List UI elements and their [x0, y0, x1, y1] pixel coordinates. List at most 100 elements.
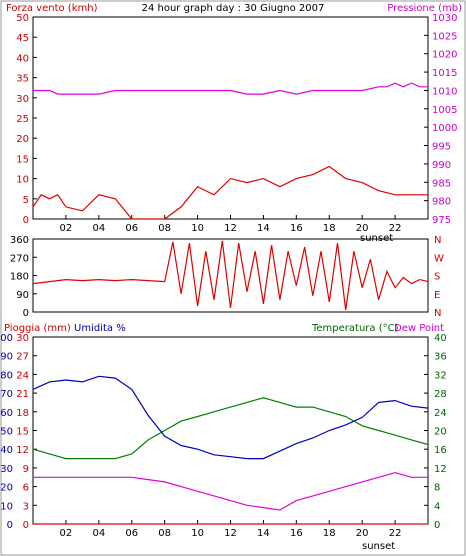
- humidity-y-tick-label: 20: [0, 483, 13, 494]
- pressure-axis-title: Pressione (mb): [387, 3, 462, 14]
- rain-y-tick-label: 21: [16, 389, 29, 400]
- temperature-y-tick-label: 4: [434, 501, 440, 512]
- temperature-y-tick-label: 32: [434, 370, 447, 381]
- wind-axis-title: Forza vento (kmh): [6, 3, 98, 14]
- bottom-x-tick-label: 12: [224, 528, 237, 539]
- humidity-y-tick-label: 50: [0, 427, 13, 438]
- top-x-tick-label: 06: [125, 223, 138, 234]
- wind-y-tick-label: 50: [16, 13, 29, 24]
- wind-y-tick-label: 40: [16, 53, 29, 64]
- humidity-y-tick-label: 80: [0, 370, 13, 381]
- temperature-y-tick-label: 0: [434, 520, 440, 531]
- temperature-axis-title: Temperatura (°C): [311, 323, 399, 334]
- temperature-y-tick-label: 28: [434, 389, 447, 400]
- humidity-y-tick-label: 0: [7, 520, 13, 531]
- rain-y-tick-label: 6: [23, 483, 29, 494]
- rain-axis-title: Pioggia (mm): [4, 323, 71, 334]
- top-x-tick-label: 04: [92, 223, 105, 234]
- rain-y-tick-label: 24: [16, 370, 29, 381]
- humidity-line: [32, 375, 429, 460]
- rain-y-tick-label: 12: [16, 445, 29, 456]
- direction-line: [32, 240, 429, 311]
- humidity-y-tick-label: 70: [0, 389, 13, 400]
- direction-y-tick-label: 90: [16, 290, 29, 301]
- rain-y-tick-label: 27: [16, 352, 29, 363]
- compass-label: N: [434, 308, 441, 319]
- direction-y-tick-label: 180: [10, 272, 29, 283]
- top-x-tick-label: 18: [323, 223, 336, 234]
- graph-title: 24 hour graph day : 30 Giugno 2007: [142, 3, 325, 14]
- bottom-x-tick-label: 10: [191, 528, 204, 539]
- wind-y-tick-label: 30: [16, 94, 29, 105]
- wind-line: [32, 165, 428, 220]
- wind-y-tick-label: 0: [23, 215, 29, 226]
- direction-y-tick-label: 360: [10, 235, 29, 246]
- pressure-y-tick-label: 990: [432, 160, 451, 171]
- direction-y-tick-label: 270: [10, 253, 29, 264]
- humidity-y-tick-label: 40: [0, 445, 13, 456]
- top-x-tick-label: 22: [389, 223, 402, 234]
- wind-y-tick-label: 5: [23, 195, 29, 206]
- humidity-y-tick-label: 10: [0, 501, 13, 512]
- temperature-line: [32, 397, 429, 460]
- wind-y-tick-label: 10: [16, 175, 29, 186]
- temperature-y-tick-label: 36: [434, 352, 447, 363]
- rain-y-tick-label: 0: [23, 520, 29, 531]
- bottom-x-tick-label: 04: [92, 528, 105, 539]
- bottom-x-tick-label: 22: [389, 528, 402, 539]
- temperature-y-tick-label: 16: [434, 445, 447, 456]
- top-x-tick-label: 14: [257, 223, 270, 234]
- rain-y-tick-label: 15: [16, 427, 29, 438]
- top-x-tick-label: 08: [158, 223, 171, 234]
- compass-label: E: [434, 290, 440, 301]
- pressure-y-tick-label: 995: [432, 142, 451, 153]
- bottom-x-tick-label: 20: [356, 528, 369, 539]
- pressure-y-tick-label: 1015: [432, 68, 457, 79]
- compass-label: N: [434, 235, 441, 246]
- temperature-y-tick-label: 40: [434, 333, 447, 344]
- dewpoint-axis-title: Dew Point: [394, 323, 444, 334]
- wind-y-tick-label: 25: [16, 114, 29, 125]
- compass-label: S: [434, 272, 440, 283]
- temperature-y-tick-label: 12: [434, 464, 447, 475]
- bottom-x-tick-label: 14: [257, 528, 270, 539]
- top-x-tick-label: 02: [60, 223, 73, 234]
- wind-y-tick-label: 15: [16, 154, 29, 165]
- humidity-y-tick-label: 100: [0, 333, 13, 344]
- sunset-label-bottom: sunset: [362, 541, 395, 552]
- temperature-y-tick-label: 8: [434, 483, 440, 494]
- plot-layer: 0510152025303540455097598098599099510001…: [0, 13, 457, 539]
- bottom-x-tick-label: 08: [158, 528, 171, 539]
- wind-y-tick-label: 35: [16, 74, 29, 85]
- wind-y-tick-label: 20: [16, 134, 29, 145]
- top-x-tick-label: 20: [356, 223, 369, 234]
- pressure-y-tick-label: 975: [432, 215, 451, 226]
- pressure-y-tick-label: 1010: [432, 86, 457, 97]
- direction-y-tick-label: 0: [23, 308, 29, 319]
- pressure-line: [33, 82, 428, 95]
- pressure-y-tick-label: 1030: [432, 13, 457, 24]
- humidity-y-tick-label: 60: [0, 408, 13, 419]
- compass-label: W: [434, 253, 444, 264]
- pressure-y-tick-label: 1020: [432, 50, 457, 61]
- bottom-x-tick-label: 16: [290, 528, 303, 539]
- pressure-y-tick-label: 1025: [432, 31, 457, 42]
- bottom-x-tick-label: 02: [60, 528, 73, 539]
- pressure-y-tick-label: 980: [432, 197, 451, 208]
- wind-y-tick-label: 45: [16, 33, 29, 44]
- rain-y-tick-label: 3: [23, 501, 29, 512]
- humidity-y-tick-label: 30: [0, 464, 13, 475]
- pressure-y-tick-label: 1005: [432, 105, 457, 116]
- top-x-tick-label: 10: [191, 223, 204, 234]
- rain-y-tick-label: 18: [16, 408, 29, 419]
- top-x-tick-label: 12: [224, 223, 237, 234]
- top-x-tick-label: 16: [290, 223, 303, 234]
- temperature-y-tick-label: 20: [434, 427, 447, 438]
- humidity-y-tick-label: 90: [0, 352, 13, 363]
- bottom-x-tick-label: 06: [125, 528, 138, 539]
- bottom-x-tick-label: 18: [323, 528, 336, 539]
- rain-y-tick-label: 30: [16, 333, 29, 344]
